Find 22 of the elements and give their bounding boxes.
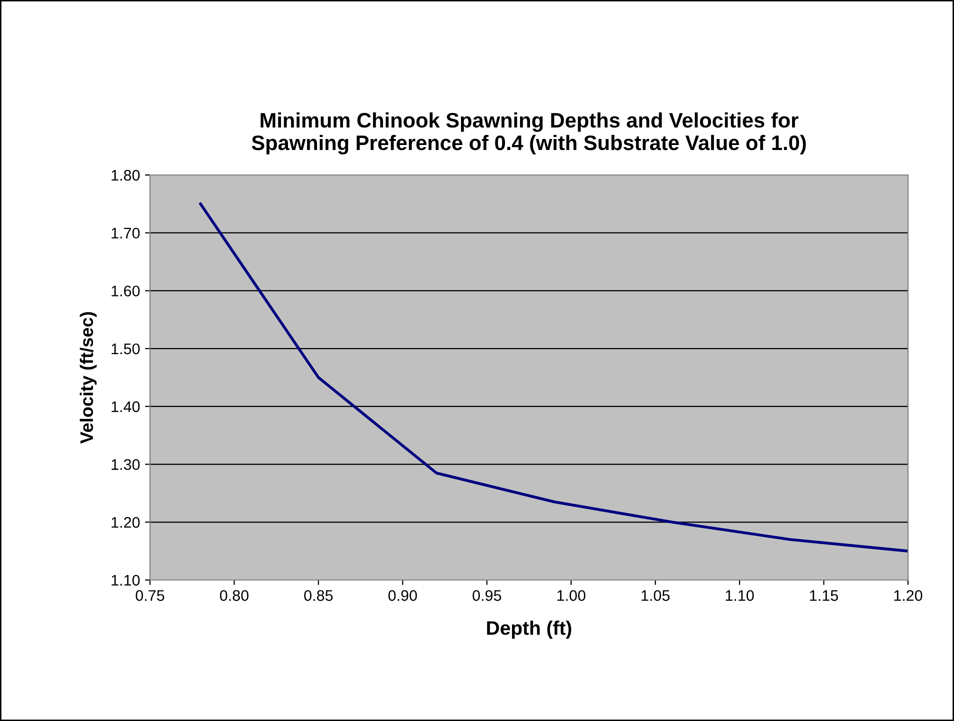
chart-title: Minimum Chinook Spawning Depths and Velocities for Spawning Preference of 0.4 (with Substrate Value of 1.0) — [252, 112, 806, 154]
y-tick-label: 1.30 — [112, 459, 140, 470]
x-tick-label: 0.80 — [220, 590, 248, 601]
x-axis-title: Depth (ft) — [487, 620, 572, 639]
x-tick-label: 0.95 — [472, 590, 502, 601]
x-tick-label: 0.85 — [304, 590, 333, 601]
y-axis-title: Velocity (ft/sec) — [80, 312, 97, 444]
y-tick-label: 1.80 — [112, 170, 140, 181]
x-tick-label: 1.05 — [642, 590, 670, 601]
y-tick-label: 1.40 — [112, 401, 140, 412]
x-tick-label: 0.75 — [136, 590, 164, 601]
y-tick-label: 1.50 — [112, 343, 140, 354]
x-tick-label: 0.90 — [388, 590, 417, 601]
y-tick-label: 1.60 — [112, 286, 140, 296]
line-series — [199, 202, 908, 552]
x-tick-label: 1.10 — [726, 590, 754, 601]
x-tick-label: 1.20 — [894, 590, 922, 601]
y-tick-label: 1.20 — [112, 517, 140, 528]
x-tick-label: 1.00 — [557, 590, 586, 601]
y-tick-label: 1.10 — [112, 574, 140, 586]
x-tick-label: 1.15 — [810, 590, 838, 601]
y-tick-label: 1.70 — [112, 228, 140, 239]
